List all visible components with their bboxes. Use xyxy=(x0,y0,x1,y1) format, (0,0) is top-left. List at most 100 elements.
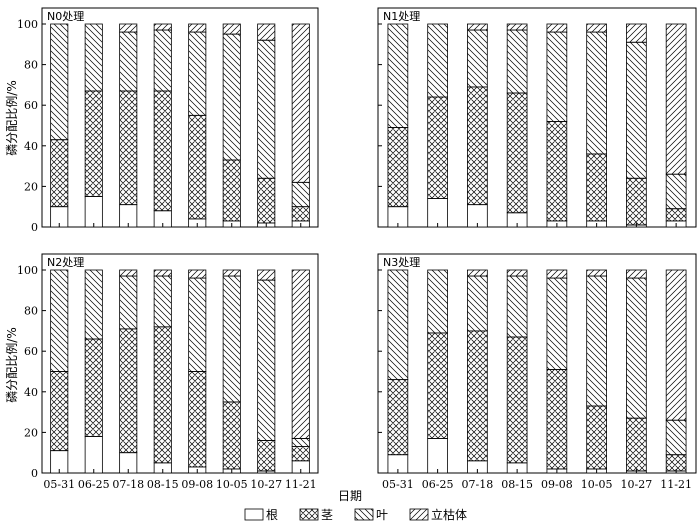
bar-segment xyxy=(467,269,488,277)
bar-segment xyxy=(188,23,207,33)
bar-segment xyxy=(427,23,448,98)
legend-label: 叶 xyxy=(376,508,388,522)
bar-segment xyxy=(188,269,207,279)
bar-segment xyxy=(222,33,241,161)
bar-segment xyxy=(546,23,568,33)
bar-segment xyxy=(586,153,607,222)
bar-segment xyxy=(188,371,207,468)
x-tick-label: 11-21 xyxy=(285,478,317,491)
bar-segment xyxy=(257,279,276,441)
bar-segment xyxy=(50,139,69,208)
panel-label: N2处理 xyxy=(47,256,84,269)
bar-segment xyxy=(546,121,568,222)
x-tick-label: 05-31 xyxy=(382,478,414,491)
bar-segment xyxy=(291,446,310,462)
bar-segment xyxy=(506,29,528,94)
bar-segment xyxy=(153,269,172,277)
y-tick-label: 40 xyxy=(24,140,38,153)
bar-segment xyxy=(626,417,647,472)
legend-label: 根 xyxy=(266,508,278,522)
bar-segment xyxy=(626,23,647,43)
legend-item: 茎 xyxy=(299,508,333,522)
legend-item: 根 xyxy=(244,508,278,522)
bar-segment xyxy=(467,330,488,462)
bar-segment xyxy=(257,269,276,281)
bar-segment xyxy=(119,31,138,92)
bar-segment xyxy=(665,454,687,472)
panel-4: N3处理 05-31 06-25 07-18 08-15 09-08 10-05 10-27 1… xyxy=(377,253,697,491)
bar-segment xyxy=(665,269,687,421)
y-tick-label: 20 xyxy=(24,426,38,439)
x-tick-label: 09-08 xyxy=(181,478,213,491)
bar-segment xyxy=(626,277,647,419)
x-tick-label: 07-18 xyxy=(462,478,494,491)
bar-segment xyxy=(222,159,241,222)
bar-segment xyxy=(586,405,607,470)
y-tick-label: 0 xyxy=(31,467,38,480)
bar-segment xyxy=(546,277,568,370)
bar-segment xyxy=(506,269,528,277)
bar-segment xyxy=(153,90,172,212)
bar-segment xyxy=(291,23,310,183)
bar-segment xyxy=(291,269,310,439)
bar-segment xyxy=(257,440,276,472)
bar-segment xyxy=(119,23,138,33)
x-axis-label: 日期 xyxy=(338,489,362,503)
bar-segment xyxy=(257,23,276,41)
bar-segment xyxy=(84,90,103,197)
bar-segment xyxy=(84,23,103,92)
y-tick-label: 0 xyxy=(31,221,38,234)
bar-segment xyxy=(222,401,241,470)
legend-label: 立枯体 xyxy=(431,507,467,522)
bar-segment xyxy=(257,177,276,224)
bar-segment xyxy=(387,379,409,456)
y-tick-label: 80 xyxy=(24,305,38,318)
panel-1: N0处理 0 20 40 60 80 100 xyxy=(17,7,319,234)
bar-segment xyxy=(467,275,488,332)
bar-segment xyxy=(119,269,138,277)
legend-item: 立枯体 xyxy=(409,507,467,522)
bar-segment xyxy=(50,371,69,452)
panel-frame xyxy=(377,7,697,228)
bar-segment xyxy=(467,23,488,31)
bar-segment xyxy=(506,275,528,338)
bar-segment xyxy=(387,269,409,381)
bar-segment xyxy=(291,206,310,222)
panel-frame xyxy=(41,253,319,474)
legend-swatch xyxy=(244,508,264,521)
bar-segment xyxy=(188,31,207,116)
y-tick-label: 80 xyxy=(24,59,38,72)
bar-segment xyxy=(586,23,607,33)
x-tick-label: 05-31 xyxy=(43,478,75,491)
legend-label: 茎 xyxy=(321,508,333,522)
bar-segment xyxy=(291,181,310,208)
y-tick-label: 60 xyxy=(24,99,38,112)
y-tick-label: 100 xyxy=(17,264,38,277)
bar-segment xyxy=(50,23,69,141)
x-tick-label: 10-05 xyxy=(581,478,613,491)
bar-segment xyxy=(153,275,172,328)
x-tick-label: 08-15 xyxy=(147,478,179,491)
bar-segment xyxy=(586,275,607,407)
legend-item: 叶 xyxy=(354,508,388,522)
bar-segment xyxy=(665,419,687,456)
bar-segment xyxy=(119,90,138,206)
bar-segment xyxy=(546,269,568,279)
x-tick-label: 10-27 xyxy=(621,478,653,491)
bar-segment xyxy=(665,173,687,210)
y-tick-label: 20 xyxy=(24,180,38,193)
bar-segment xyxy=(506,92,528,214)
bar-segment xyxy=(427,332,448,439)
bar-segment xyxy=(84,338,103,437)
bar-segment xyxy=(427,96,448,199)
bar-segment xyxy=(50,269,69,372)
panel-label: N3处理 xyxy=(383,256,420,269)
x-tick-label: 10-05 xyxy=(216,478,248,491)
bar-segment xyxy=(427,269,448,334)
bar-segment xyxy=(387,23,409,128)
panel-frame xyxy=(377,253,697,474)
bar-segment xyxy=(119,328,138,454)
bar-segment xyxy=(153,23,172,31)
bar-segment xyxy=(387,127,409,208)
bar-segment xyxy=(506,23,528,31)
